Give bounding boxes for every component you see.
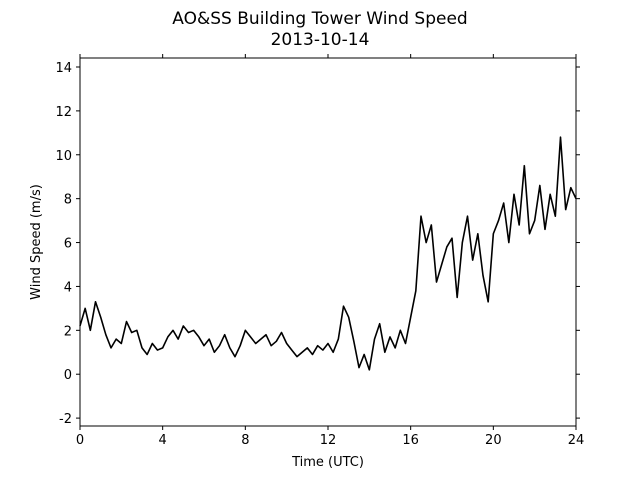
y-tick-label: 8 bbox=[64, 193, 72, 208]
plot-frame bbox=[79, 57, 577, 427]
y-tick-label: 4 bbox=[64, 280, 72, 295]
x-tick-label: 20 bbox=[485, 433, 502, 448]
chart-subtitle: 2013-10-14 bbox=[271, 30, 370, 50]
x-tick-label: 24 bbox=[568, 433, 585, 448]
y-tick-label: 14 bbox=[55, 61, 72, 76]
x-tick-label: 8 bbox=[241, 433, 249, 448]
y-tick-label: 12 bbox=[55, 105, 72, 120]
data-line bbox=[79, 136, 577, 371]
y-tick-label: 6 bbox=[64, 237, 72, 252]
y-tick-label: 2 bbox=[64, 324, 72, 339]
x-tick-label: 4 bbox=[159, 433, 167, 448]
x-axis-label: Time (UTC) bbox=[291, 455, 364, 470]
y-tick-label: 0 bbox=[64, 368, 72, 383]
x-tick-label: 12 bbox=[320, 433, 337, 448]
chart-title: AO&SS Building Tower Wind Speed bbox=[172, 9, 467, 29]
y-axis-label: Wind Speed (m/s) bbox=[29, 184, 44, 300]
y-tick-label: 10 bbox=[55, 149, 72, 164]
y-tick-label: -2 bbox=[59, 412, 72, 427]
x-tick-label: 0 bbox=[76, 433, 84, 448]
x-tick-label: 16 bbox=[402, 433, 419, 448]
